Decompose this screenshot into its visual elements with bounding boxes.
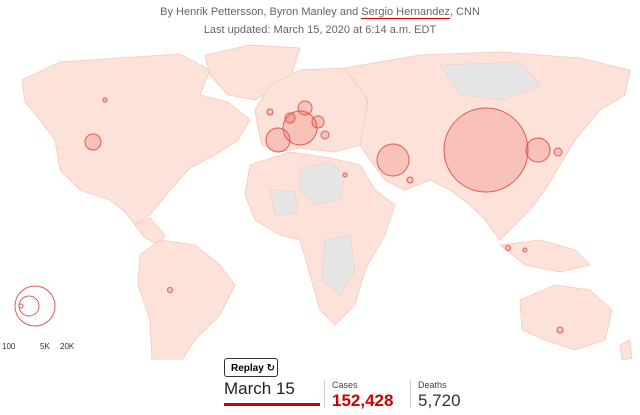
case-bubble xyxy=(525,137,551,163)
case-bubble xyxy=(102,97,108,103)
cases-count: 152,428 xyxy=(332,391,394,410)
legend-circle xyxy=(18,303,24,309)
north-america xyxy=(21,53,251,226)
case-bubble xyxy=(505,245,511,251)
author-link[interactable]: Sergio Hernandez xyxy=(361,6,450,19)
case-bubble xyxy=(311,115,325,129)
new-zealand xyxy=(619,339,633,360)
legend-label: 5K xyxy=(40,342,50,351)
case-bubble xyxy=(443,107,529,193)
cases-label: Cases xyxy=(332,380,358,390)
divider xyxy=(324,380,325,408)
divider xyxy=(410,380,411,408)
deaths-count: 5,720 xyxy=(418,391,461,410)
case-bubble xyxy=(553,147,563,157)
no-cases-region xyxy=(299,161,346,206)
replay-icon: ↻ xyxy=(266,363,275,374)
case-bubble xyxy=(84,133,102,151)
case-bubble xyxy=(406,176,414,184)
legend-circle xyxy=(18,295,40,317)
no-cases-region xyxy=(321,234,356,296)
case-bubble xyxy=(342,172,348,178)
case-bubble xyxy=(266,108,274,116)
islands xyxy=(499,239,591,273)
world-map xyxy=(14,44,633,360)
case-bubble xyxy=(522,247,528,253)
case-bubble xyxy=(320,130,330,140)
legend-circle xyxy=(14,285,56,327)
no-cases-region xyxy=(269,189,299,217)
byline-text: By Henrik Pettersson, Byron Manley and xyxy=(160,6,362,18)
case-bubble xyxy=(167,287,173,293)
case-bubble xyxy=(556,326,564,334)
case-bubble xyxy=(297,100,313,116)
case-bubble xyxy=(376,143,410,177)
europe xyxy=(254,67,371,153)
current-date: March 15 xyxy=(224,379,295,398)
replay-label: Replay xyxy=(231,363,264,374)
last-updated: Last updated: March 15, 2020 at 6:14 a.m… xyxy=(203,24,437,36)
asia xyxy=(344,51,631,241)
legend-label: 20K xyxy=(60,342,75,351)
australia xyxy=(519,284,613,351)
byline-text: , CNN xyxy=(449,6,480,18)
case-bubble xyxy=(265,127,291,153)
south-america xyxy=(137,239,236,360)
no-cases-region xyxy=(439,61,541,101)
byline: By Henrik Pettersson, Byron Manley and S… xyxy=(0,6,640,19)
legend-label: 100 xyxy=(2,342,16,351)
progress-bar xyxy=(224,403,320,406)
case-bubble xyxy=(284,112,296,124)
replay-button[interactable]: Replay ↻ xyxy=(224,358,278,377)
deaths-label: Deaths xyxy=(418,380,447,390)
